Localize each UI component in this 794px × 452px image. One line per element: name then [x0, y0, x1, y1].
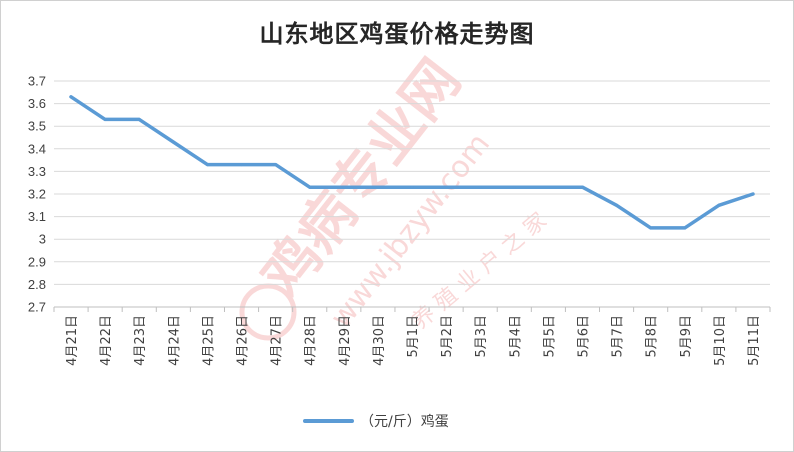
x-tick-label: 4月29日: [338, 315, 353, 366]
data-point: [717, 203, 721, 207]
data-point: [240, 163, 244, 167]
data-point: [137, 117, 141, 121]
x-tick-label: 5月4日: [508, 315, 523, 358]
x-tick-label: 5月11日: [747, 315, 762, 366]
data-point: [342, 185, 346, 189]
data-point: [478, 185, 482, 189]
x-tick-label: 4月25日: [201, 315, 216, 366]
data-point: [615, 203, 619, 207]
data-point: [580, 185, 584, 189]
data-point: [171, 140, 175, 144]
watermark: 鸡病专业网 www.jbzyw.com 养 殖 业 户 之 家: [239, 48, 552, 341]
x-axis-ticks: 4月21日 4月22日 4月23日 4月24日 4月25日 4月26日 4月27日 4月28日…: [65, 315, 762, 366]
data-point: [103, 117, 107, 121]
y-tick-label: 3.2: [28, 187, 46, 202]
data-point: [751, 192, 755, 196]
x-tick-label: 5月10日: [713, 315, 728, 366]
x-tick-label: 4月22日: [99, 315, 114, 366]
data-point: [69, 95, 73, 99]
legend: （元/斤）鸡蛋: [303, 413, 449, 430]
watermark-logo: [239, 283, 297, 341]
x-tick-label: 5月3日: [474, 315, 489, 358]
y-tick-label: 3: [39, 232, 46, 247]
x-tick-label: 4月27日: [270, 315, 285, 366]
data-point: [308, 185, 312, 189]
y-tick-label: 3.6: [28, 96, 46, 111]
x-tick-label: 4月21日: [65, 315, 80, 366]
x-tick-label: 5月6日: [576, 315, 591, 358]
x-tick-label: 4月24日: [167, 315, 182, 366]
y-tick-label: 2.8: [28, 277, 46, 292]
grid: [54, 80, 770, 308]
y-tick-label: 3.1: [28, 209, 46, 224]
data-point: [205, 163, 209, 167]
chart-title: 山东地区鸡蛋价格走势图: [259, 19, 535, 48]
x-tick-label: 4月23日: [133, 315, 148, 366]
data-point: [274, 163, 278, 167]
data-point: [683, 226, 687, 230]
data-point: [376, 185, 380, 189]
x-tick-label: 4月26日: [236, 315, 251, 366]
data-point: [410, 185, 414, 189]
data-point: [649, 226, 653, 230]
x-tick-label: 5月5日: [542, 315, 557, 358]
y-tick-label: 2.7: [28, 300, 46, 315]
x-tick-label: 5月9日: [679, 315, 694, 358]
x-axis: [53, 306, 771, 312]
data-point: [546, 185, 550, 189]
x-tick-label: 5月8日: [645, 315, 660, 358]
y-tick-label: 2.9: [28, 254, 46, 269]
data-point: [444, 185, 448, 189]
y-tick-label: 3.7: [28, 74, 46, 89]
y-tick-label: 3.3: [28, 164, 46, 179]
x-tick-label: 4月28日: [304, 315, 319, 366]
x-tick-label: 5月7日: [611, 315, 626, 358]
x-tick-label: 4月30日: [372, 315, 387, 366]
x-tick-label: 5月1日: [406, 315, 421, 358]
y-axis-ticks: 3.7 3.6 3.5 3.4 3.3 3.2 3.1 3 2.9 2.8 2.7: [28, 74, 46, 315]
y-tick-label: 3.5: [28, 119, 46, 134]
data-point: [512, 185, 516, 189]
legend-label: （元/斤）鸡蛋: [360, 413, 449, 430]
y-tick-label: 3.4: [28, 141, 46, 156]
series-group: [69, 95, 755, 230]
x-tick-label: 5月2日: [440, 315, 455, 358]
